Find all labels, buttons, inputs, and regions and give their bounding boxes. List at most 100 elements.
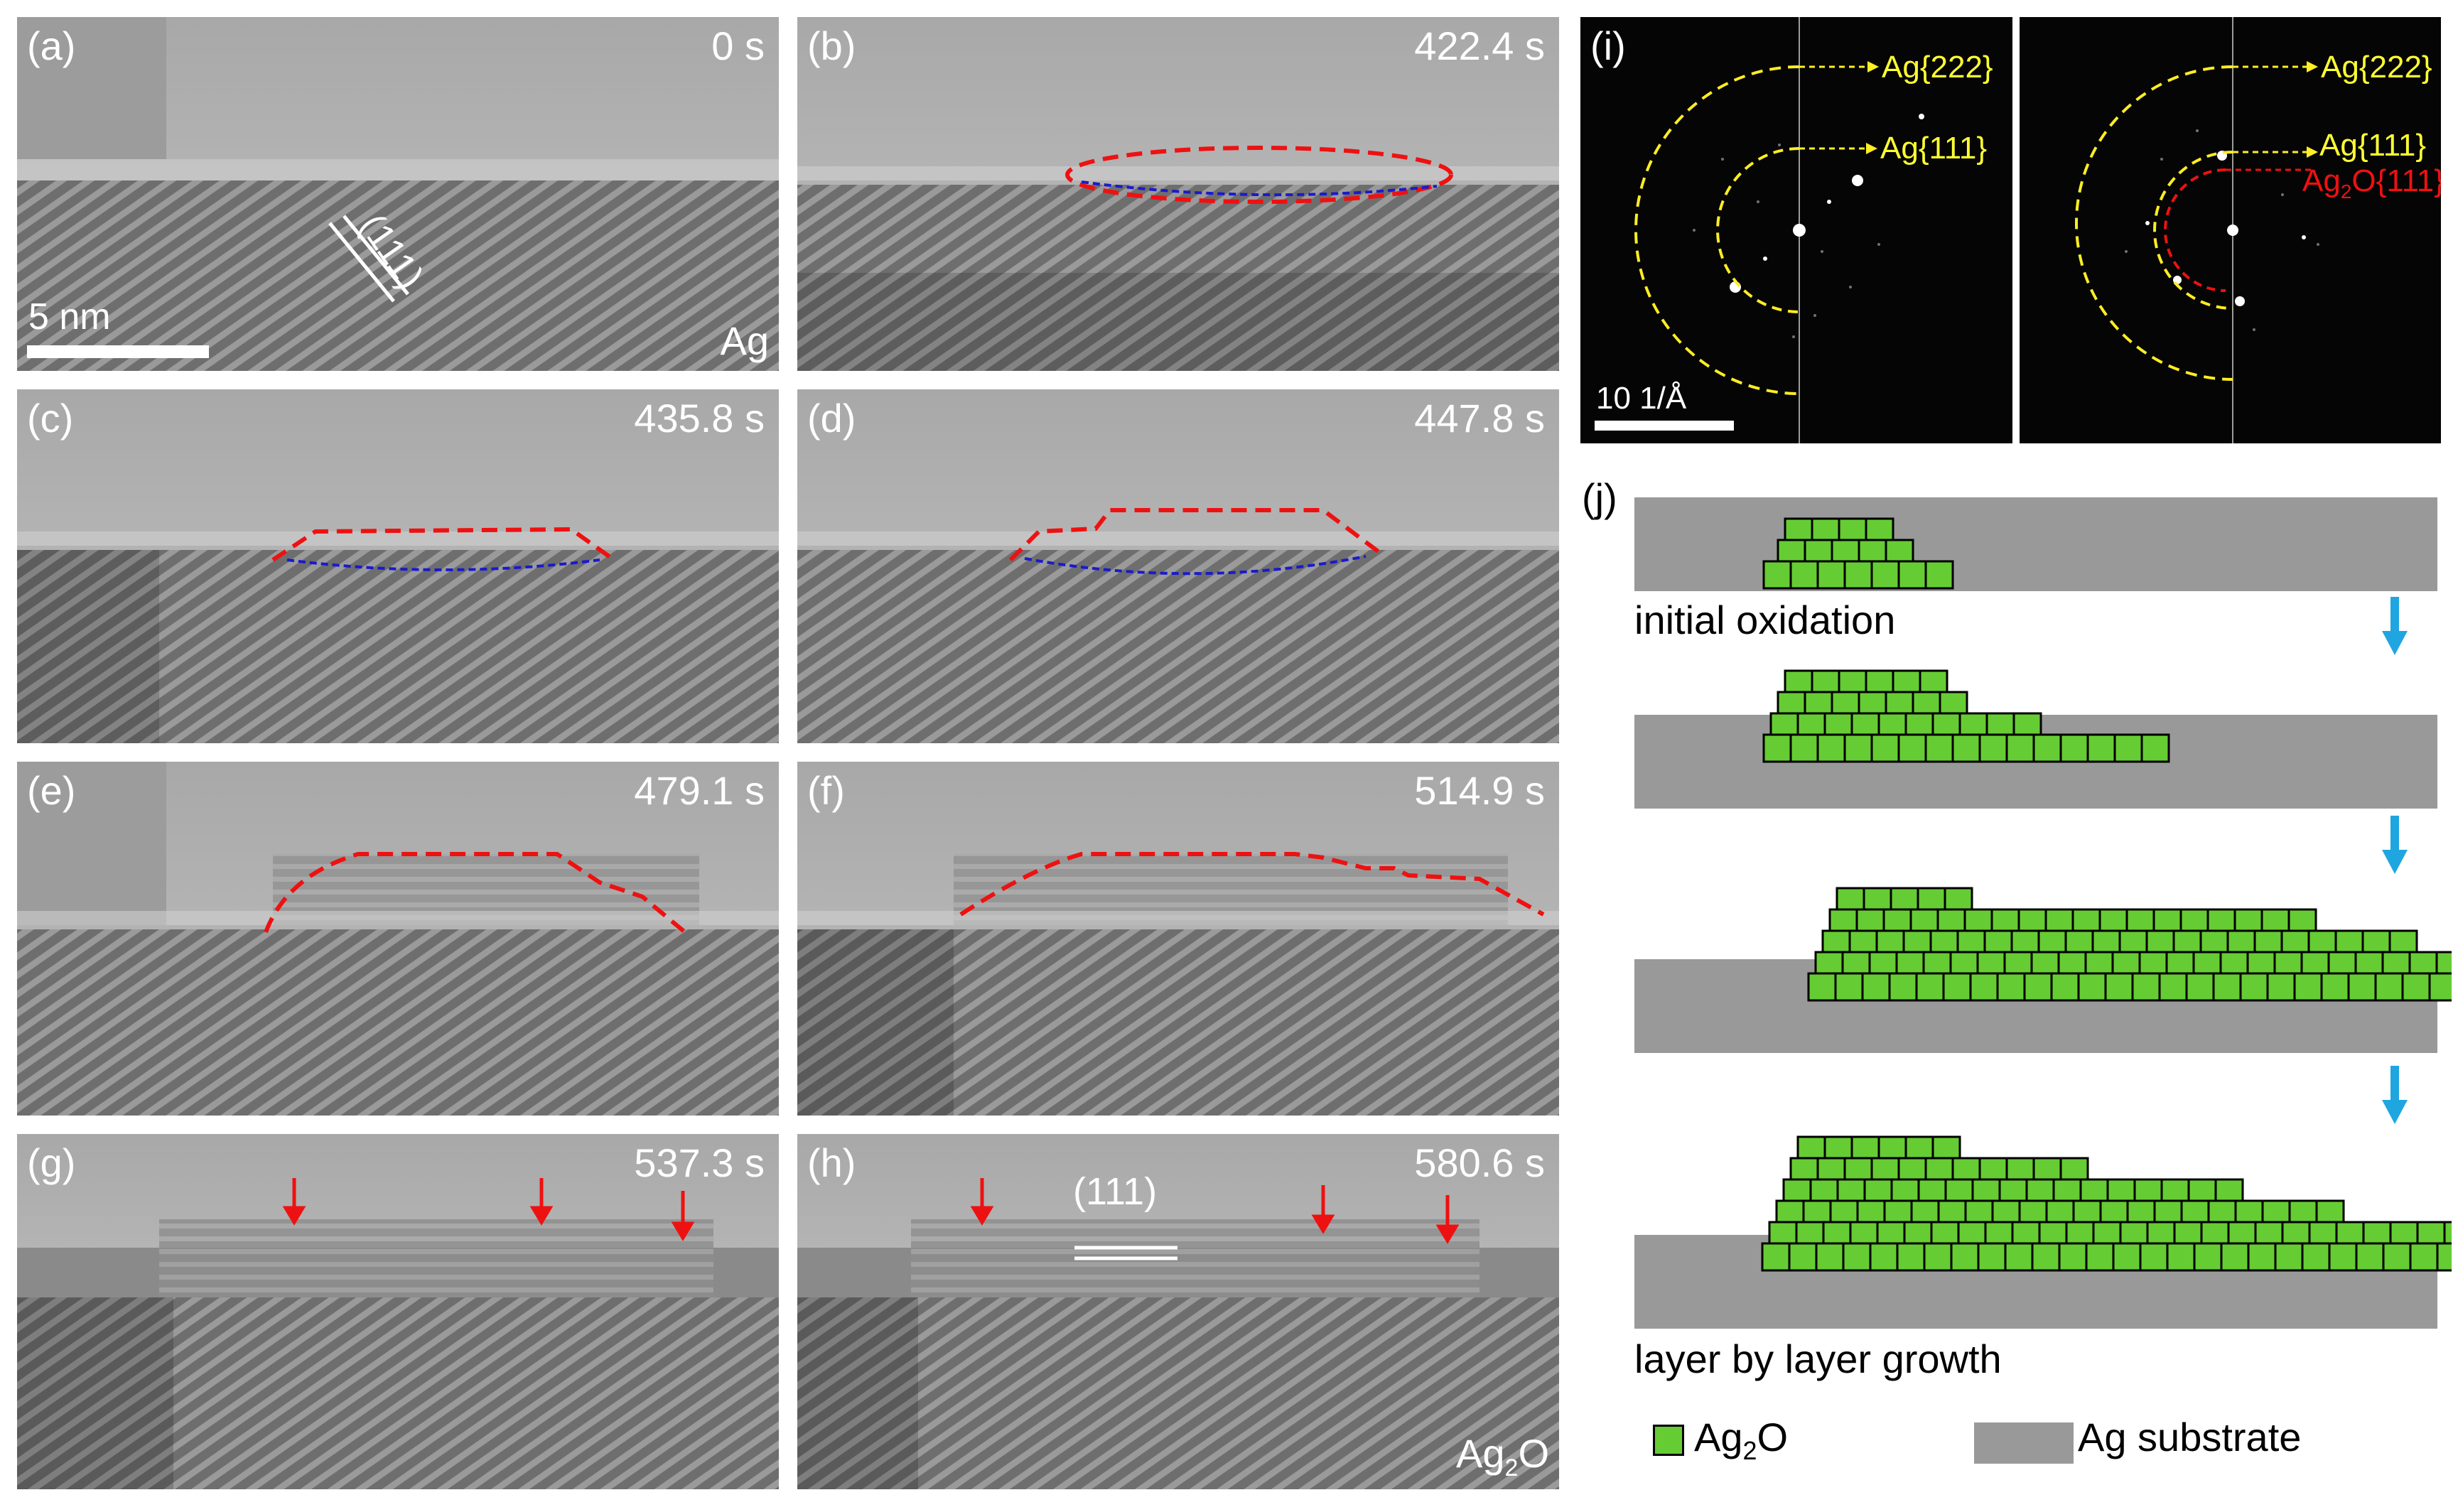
- oxide-block: [2301, 1242, 2331, 1272]
- legend-oxide-swatch: [1653, 1425, 1684, 1456]
- material-label: Ag: [720, 318, 770, 363]
- oxide-block: [1923, 1242, 1953, 1272]
- oxide-block: [2158, 972, 2188, 1002]
- oxide-block: [1996, 972, 2026, 1002]
- oxide-block: [2443, 1221, 2452, 1251]
- growth-outline: [271, 526, 615, 571]
- oxide-block: [2212, 972, 2242, 1002]
- oxide-ring-label: Ag2O{111}: [2302, 163, 2441, 202]
- oxide-block: [2220, 1242, 2250, 1272]
- tem-image: [17, 389, 779, 743]
- oxide-block: [1870, 560, 1900, 590]
- oxide-block: [1897, 560, 1927, 590]
- oxide-block: [1816, 560, 1846, 590]
- oxide-block: [2058, 1242, 2088, 1272]
- tem-image: [797, 762, 1559, 1116]
- oxide-block: [2401, 972, 2431, 1002]
- substrate-bar: [1634, 497, 2437, 591]
- tem-panel-h: (111) (h) 580.6 s Ag2O: [797, 1134, 1559, 1489]
- oxide-block: [2409, 1242, 2439, 1272]
- fft-image: [2075, 17, 2319, 443]
- oxide-block: [2032, 733, 2062, 763]
- panel-label: (j): [1582, 475, 1617, 520]
- step-arrow: [2382, 597, 2408, 655]
- plane-label: (111): [1073, 1170, 1158, 1213]
- step-arrow: [2382, 1066, 2408, 1124]
- oxide-block: [2113, 733, 2143, 763]
- panel-label: (a): [27, 23, 76, 68]
- scale-bar: [27, 345, 209, 358]
- oxide-block: [2059, 733, 2089, 763]
- oxide-block: [1924, 560, 1954, 590]
- step-label-growth: layer by layer growth: [1634, 1336, 2002, 1381]
- oxide-block: [1761, 1242, 1791, 1272]
- tem-panel-d: (d) 447.8 s: [797, 389, 1559, 743]
- oxide-block: [1942, 972, 1972, 1002]
- oxide-block: [1969, 972, 1999, 1002]
- panel-label: (g): [27, 1140, 76, 1185]
- step-arrows: [282, 1178, 695, 1241]
- oxide-block: [2077, 972, 2107, 1002]
- legend-oxide-label: Ag2O: [1694, 1415, 1789, 1466]
- tem-image: [17, 17, 779, 371]
- ring-label-outer: Ag{222}: [1882, 50, 1993, 85]
- oxide-block: [2293, 972, 2323, 1002]
- oxide-block: [2328, 1242, 2358, 1272]
- panel-time: 537.3 s: [634, 1140, 765, 1185]
- oxide-block: [1789, 560, 1819, 590]
- panel-time: 479.1 s: [634, 768, 765, 813]
- oxide-block: [2436, 1242, 2452, 1272]
- panel-label: (d): [807, 396, 856, 441]
- oxide-block: [2193, 1242, 2223, 1272]
- oxide-block: [1861, 972, 1891, 1002]
- panel-time: 514.9 s: [1414, 768, 1545, 813]
- oxide-block: [1897, 733, 1927, 763]
- tem-image: [17, 762, 779, 1116]
- oxide-block: [2247, 1242, 2277, 1272]
- growth-schematic: [1634, 497, 2452, 1329]
- oxide-blocks: [1761, 517, 2452, 1272]
- material-label: Ag2O: [1456, 1430, 1549, 1481]
- oxide-block: [2023, 972, 2053, 1002]
- legend-substrate-swatch: [1974, 1422, 2074, 1464]
- plane-marker: [328, 215, 409, 303]
- legend-substrate-label: Ag substrate: [2078, 1415, 2302, 1459]
- fft-image: [1634, 17, 1924, 443]
- growth-outline: [1008, 508, 1381, 576]
- oxide-block: [1915, 972, 1945, 1002]
- tem-image: [797, 389, 1559, 743]
- oxide-block: [1762, 560, 1792, 590]
- oxide-block: [2320, 972, 2350, 1002]
- scale-bar-label: 5 nm: [28, 296, 111, 338]
- oxide-block: [1843, 560, 1873, 590]
- tem-panel-a: (111) (a) 0 s Ag 5 nm: [17, 17, 779, 371]
- oxide-block: [2374, 972, 2404, 1002]
- oxide-block: [2050, 972, 2080, 1002]
- oxide-block: [2185, 972, 2215, 1002]
- oxide-block: [2005, 733, 2035, 763]
- ring-label-inner: Ag{111}: [1880, 131, 1988, 166]
- oxide-block: [2166, 1242, 2196, 1272]
- panel-time: 580.6 s: [1414, 1140, 1545, 1185]
- panel-label: (i): [1590, 23, 1626, 68]
- oxide-block: [2274, 1242, 2304, 1272]
- fft-scale-label: 10 1/Å: [1596, 381, 1687, 416]
- panel-label: (e): [27, 768, 76, 813]
- oxide-block: [2140, 733, 2170, 763]
- oxide-block: [1843, 733, 1873, 763]
- oxide-block: [1951, 733, 1981, 763]
- fft-pattern-left: Ag{222} Ag{111} (i) 10 1/Å: [1580, 17, 2012, 443]
- oxide-block: [1842, 1242, 1872, 1272]
- panel-label: (f): [807, 768, 845, 813]
- oxide-block: [2139, 1242, 2169, 1272]
- panel-label: (c): [27, 396, 74, 441]
- ring-label-inner: Ag{111}: [2319, 128, 2427, 163]
- oxide-block: [1807, 972, 1837, 1002]
- panel-time: 0 s: [711, 23, 765, 68]
- oxide-block: [2004, 1242, 2034, 1272]
- oxide-block: [2131, 972, 2161, 1002]
- tem-image: [797, 17, 1559, 371]
- ring-label-outer: Ag{222}: [2321, 50, 2432, 85]
- panel-time: 447.8 s: [1414, 396, 1545, 441]
- step-arrows: [970, 1178, 1460, 1260]
